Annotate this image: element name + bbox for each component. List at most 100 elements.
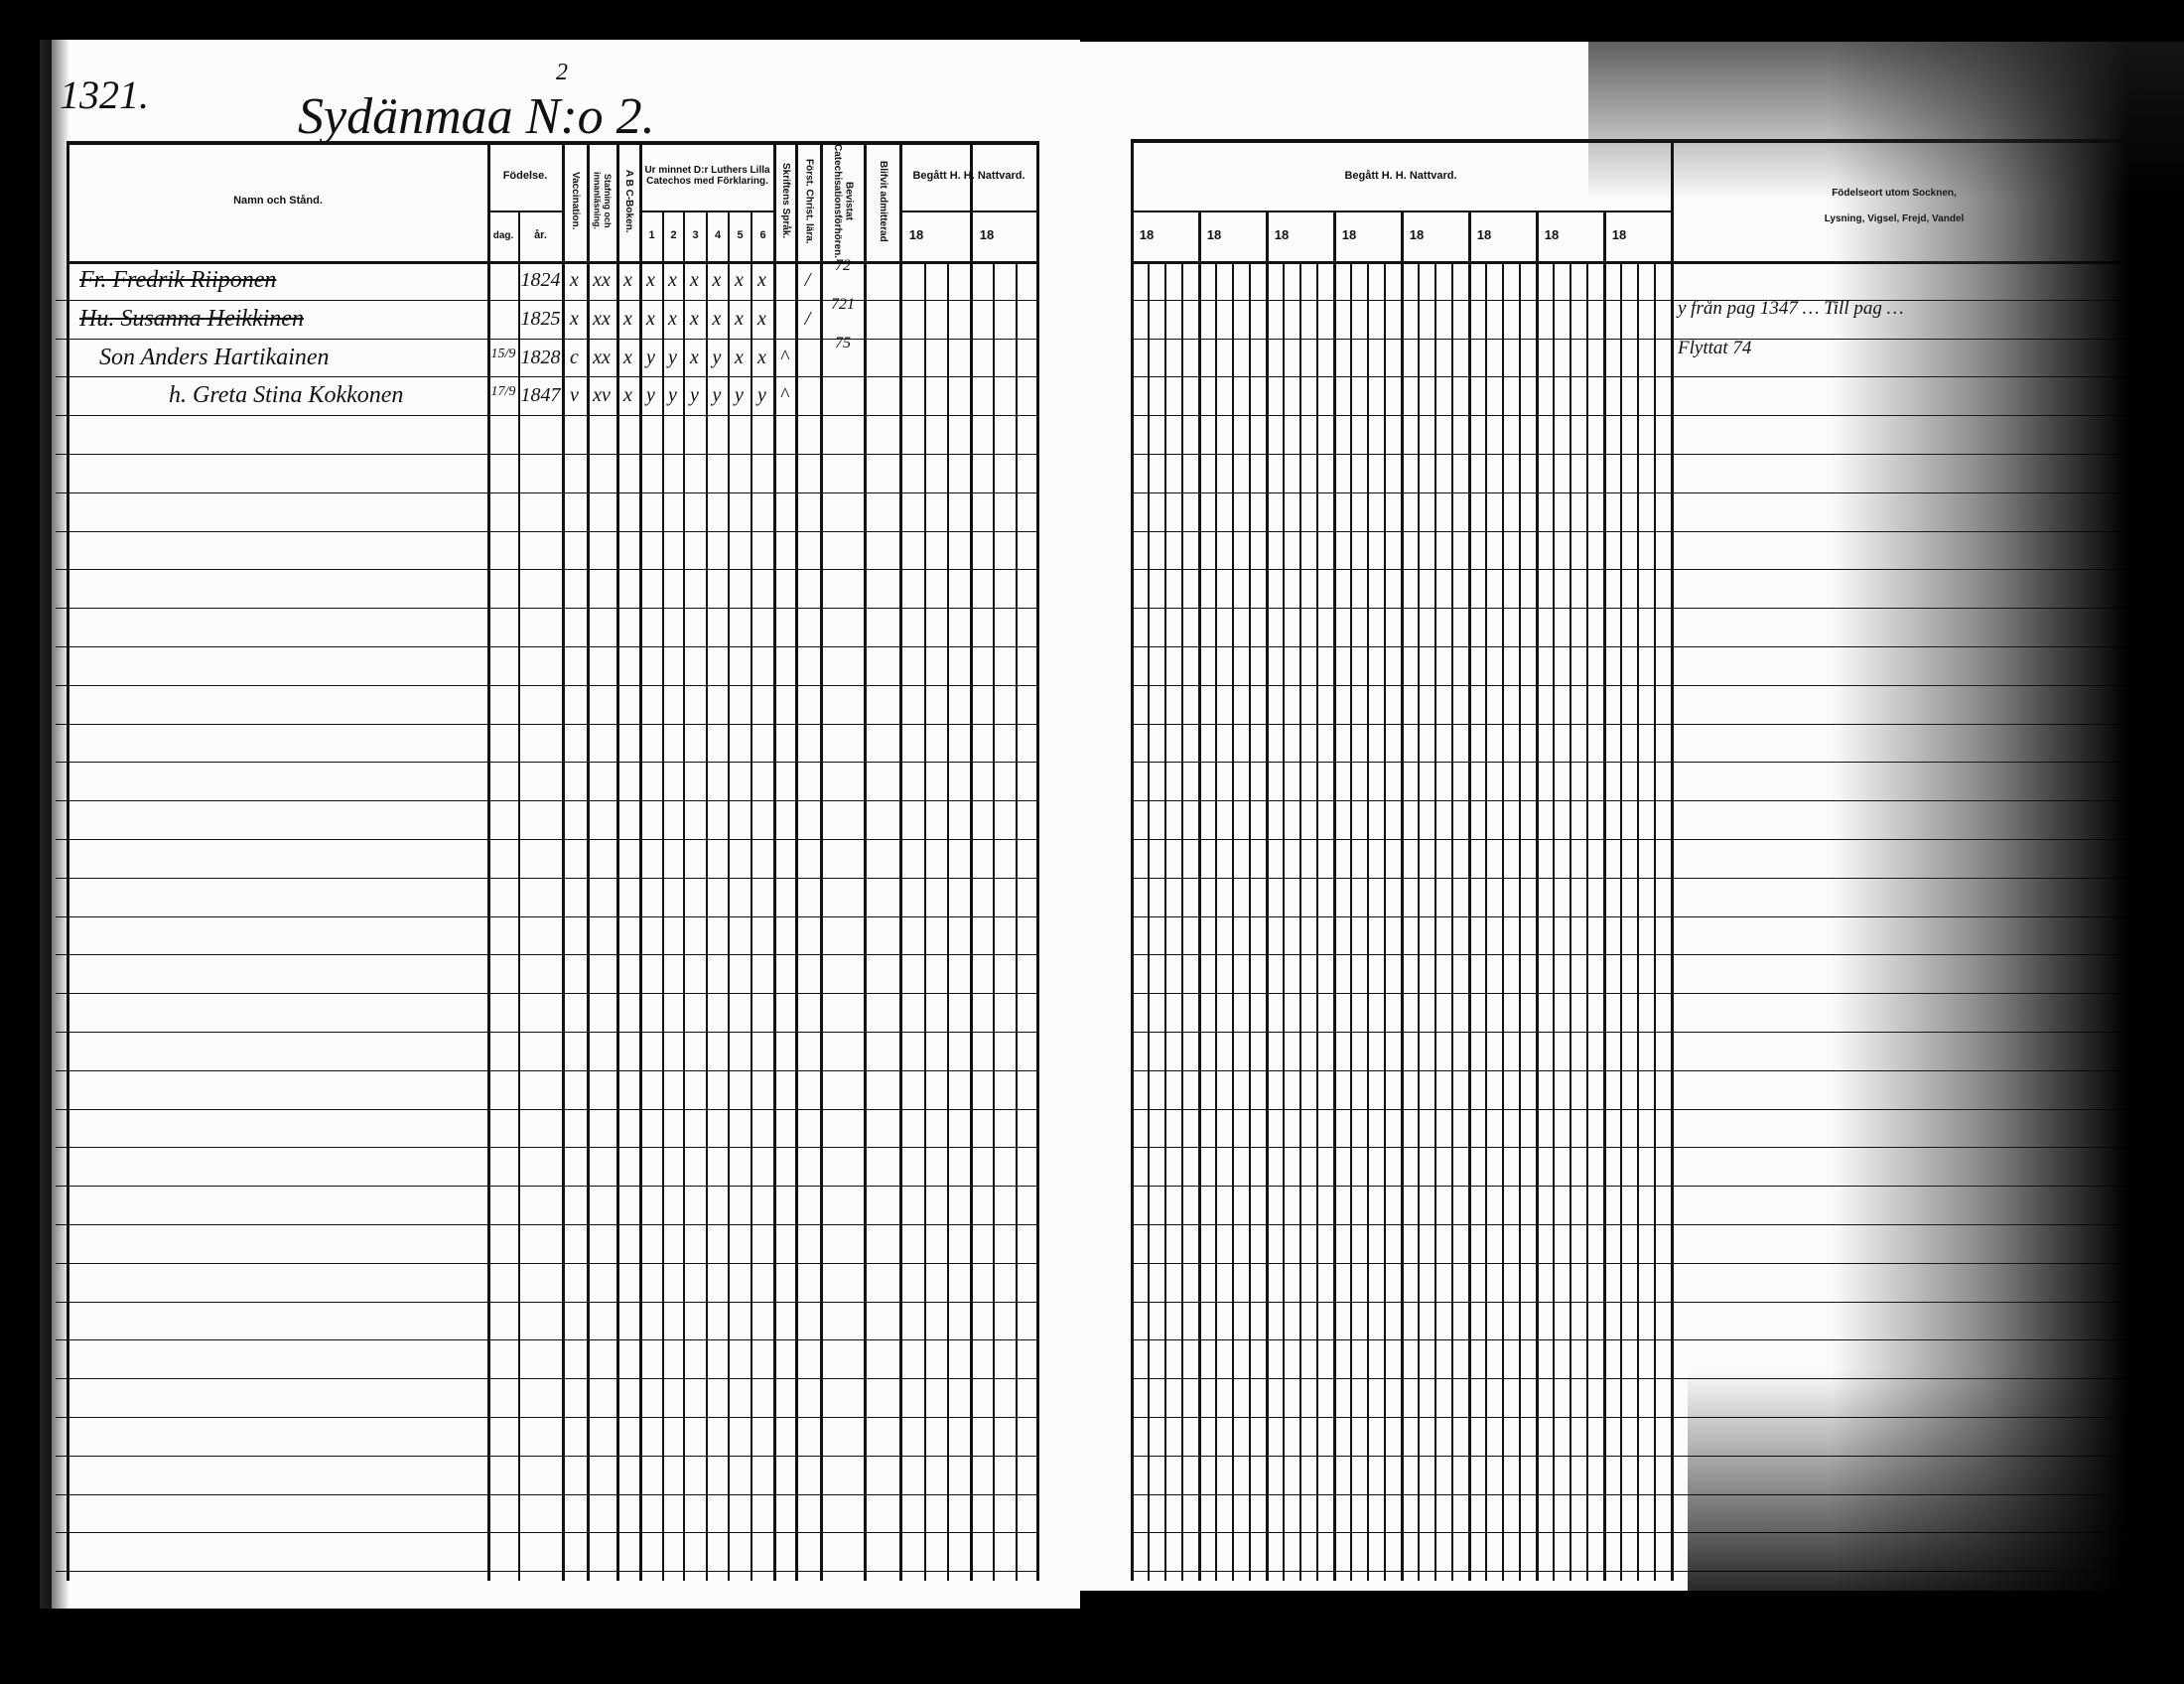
row-rule <box>1131 1417 2133 1418</box>
entry-mark: y <box>712 346 722 368</box>
header-birth-day: dag. <box>492 229 514 241</box>
column-rule <box>1603 210 1606 1581</box>
row-rule <box>56 492 1038 493</box>
row-rule <box>56 878 1038 879</box>
header-reading: Stafning och innanläsning. <box>592 172 613 230</box>
entry-mark: xx <box>593 346 611 368</box>
row-rule <box>56 762 1038 763</box>
entry-mark: x <box>623 269 632 291</box>
entry-birth-day: 15/9 <box>490 346 516 361</box>
row-rule <box>1131 1263 2133 1264</box>
column-rule <box>706 210 708 1581</box>
column-rule <box>1401 210 1404 1581</box>
column-rule <box>487 141 490 1581</box>
page-edge-shadow <box>40 40 69 1609</box>
row-rule <box>1131 878 2133 879</box>
column-rule <box>1434 261 1436 1581</box>
entry-mark: y <box>735 384 744 407</box>
entry-birth-year: 1828 <box>520 346 561 368</box>
village-title: Sydänmaa N:o 2. <box>298 88 655 145</box>
column-rule <box>947 261 949 1581</box>
header-communion-year: 18 <box>1611 227 1627 243</box>
column-rule <box>1283 261 1285 1581</box>
column-rule <box>728 210 730 1581</box>
header-catechism-col: 6 <box>759 229 766 242</box>
column-rule <box>751 210 752 1581</box>
column-rule <box>1502 261 1504 1581</box>
row-rule <box>56 685 1038 686</box>
entry-mark: x <box>690 307 699 330</box>
row-rule <box>1131 646 2133 647</box>
row-rule <box>56 1070 1038 1071</box>
entry-mark: y <box>757 384 766 407</box>
column-rule <box>1131 141 1134 1581</box>
header-catechism-col: 2 <box>670 229 677 242</box>
entry-catechisation: 72 <box>835 257 851 274</box>
row-rule <box>56 1032 1038 1033</box>
column-rule <box>587 141 590 1581</box>
row-rule <box>1131 685 2133 686</box>
column-rule <box>1384 261 1386 1581</box>
entry-mark: x <box>757 307 766 330</box>
row-rule <box>56 1302 1038 1303</box>
row-rule <box>1131 1186 2133 1187</box>
header-remarks: Lysning, Vigsel, Frejd, Vandel <box>1824 213 1965 225</box>
entry-mark: x <box>712 307 722 330</box>
column-rule <box>970 141 973 1581</box>
entry-mark: y <box>646 384 655 407</box>
remark-line: Flyttat 74 <box>1678 338 1752 358</box>
column-rule <box>1536 210 1539 1581</box>
row-rule <box>56 376 1038 377</box>
entry-mark: y <box>668 384 677 407</box>
column-rule <box>773 141 776 1581</box>
header-catechism-col: 5 <box>737 229 744 242</box>
entry-mark: x <box>735 269 744 291</box>
row-rule <box>1131 300 2133 301</box>
row-rule <box>1131 1571 2133 1572</box>
row-rule <box>56 1263 1038 1264</box>
header-catechism-col: 4 <box>714 229 722 242</box>
header-catechisation: Bevistat Catechisationsförhören. <box>832 143 855 259</box>
column-rule <box>1333 210 1336 1581</box>
column-rule <box>1671 141 1674 1581</box>
entry-birth-year: 1825 <box>520 307 561 330</box>
left-page <box>52 40 1080 1609</box>
column-rule <box>562 141 565 1581</box>
column-rule <box>639 141 642 1581</box>
entry-birth-year: 1824 <box>520 269 561 291</box>
row-rule <box>56 300 1038 301</box>
header-name-and-status: Namn och Stånd. <box>233 195 323 208</box>
row-rule <box>56 454 1038 455</box>
row-rule <box>1131 531 2133 532</box>
row-rule <box>1131 1378 2133 1379</box>
column-rule <box>1016 261 1018 1581</box>
column-rule <box>864 141 867 1581</box>
row-rule <box>1131 1339 2133 1340</box>
row-rule <box>56 339 1038 340</box>
entry-mark: xv <box>593 384 611 407</box>
entry-catechisation: 721 <box>831 295 855 313</box>
row-rule <box>56 1147 1038 1148</box>
entry-mark: x <box>570 269 579 291</box>
entry-mark: c <box>570 346 579 368</box>
header-abc-book: A B C-Boken. <box>622 169 634 233</box>
header-communion-year: 18 <box>908 227 924 243</box>
column-rule <box>1350 261 1352 1581</box>
row-rule <box>56 646 1038 647</box>
entry-mark: xx <box>593 269 611 291</box>
header-communion: Begått H. H. Nattvard. <box>1344 169 1457 182</box>
column-rule <box>820 141 823 1581</box>
column-rule <box>1316 261 1318 1581</box>
row-rule <box>1131 1070 2133 1071</box>
entry-birth-day: 17/9 <box>490 384 516 400</box>
header-vaccination: Vaccination. <box>569 172 581 230</box>
column-rule <box>1570 261 1571 1581</box>
entry-mark: y <box>646 346 655 368</box>
entry-name: h. Greta Stina Kokkonen <box>169 382 404 409</box>
row-rule <box>56 1224 1038 1225</box>
column-rule <box>1451 261 1453 1581</box>
subheader-rule <box>487 210 562 212</box>
entry-mark: / <box>804 307 811 330</box>
row-rule <box>56 800 1038 801</box>
page-number: 1321. <box>60 72 149 117</box>
